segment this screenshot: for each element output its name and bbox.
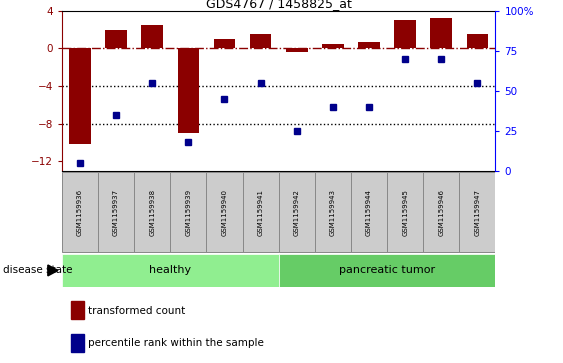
Bar: [358, 42, 380, 49]
FancyBboxPatch shape: [459, 172, 495, 252]
FancyBboxPatch shape: [207, 172, 243, 252]
Bar: [177, 49, 199, 133]
FancyBboxPatch shape: [62, 254, 279, 287]
Text: GSM1159937: GSM1159937: [113, 189, 119, 236]
FancyBboxPatch shape: [315, 172, 351, 252]
Text: GSM1159936: GSM1159936: [77, 189, 83, 236]
Bar: [394, 20, 416, 49]
FancyBboxPatch shape: [134, 172, 171, 252]
Bar: [431, 19, 452, 49]
FancyBboxPatch shape: [98, 172, 134, 252]
Text: GSM1159946: GSM1159946: [438, 189, 444, 236]
Title: GDS4767 / 1458825_at: GDS4767 / 1458825_at: [205, 0, 352, 10]
FancyBboxPatch shape: [171, 172, 207, 252]
FancyBboxPatch shape: [243, 172, 279, 252]
FancyBboxPatch shape: [279, 254, 495, 287]
Bar: [141, 25, 163, 49]
Bar: [286, 49, 307, 52]
Bar: [250, 34, 271, 49]
Text: GSM1159939: GSM1159939: [185, 189, 191, 236]
Text: percentile rank within the sample: percentile rank within the sample: [88, 338, 264, 348]
Text: GSM1159938: GSM1159938: [149, 189, 155, 236]
FancyArrow shape: [48, 265, 58, 276]
FancyBboxPatch shape: [351, 172, 387, 252]
Text: GSM1159947: GSM1159947: [475, 189, 480, 236]
Text: GSM1159945: GSM1159945: [402, 189, 408, 236]
FancyBboxPatch shape: [387, 172, 423, 252]
Bar: [467, 34, 488, 49]
Text: GSM1159941: GSM1159941: [258, 189, 263, 236]
Text: transformed count: transformed count: [88, 306, 185, 316]
Text: GSM1159940: GSM1159940: [221, 189, 227, 236]
Text: disease state: disease state: [3, 265, 72, 276]
Bar: [322, 44, 343, 49]
Text: GSM1159942: GSM1159942: [294, 189, 300, 236]
Text: pancreatic tumor: pancreatic tumor: [339, 265, 435, 276]
Text: GSM1159944: GSM1159944: [366, 189, 372, 236]
Text: healthy: healthy: [149, 265, 191, 276]
FancyBboxPatch shape: [423, 172, 459, 252]
Bar: [105, 30, 127, 49]
Text: GSM1159943: GSM1159943: [330, 189, 336, 236]
Bar: [69, 49, 91, 144]
FancyBboxPatch shape: [62, 172, 98, 252]
Bar: [70, 301, 84, 319]
Bar: [70, 334, 84, 352]
Bar: [214, 39, 235, 49]
FancyBboxPatch shape: [279, 172, 315, 252]
